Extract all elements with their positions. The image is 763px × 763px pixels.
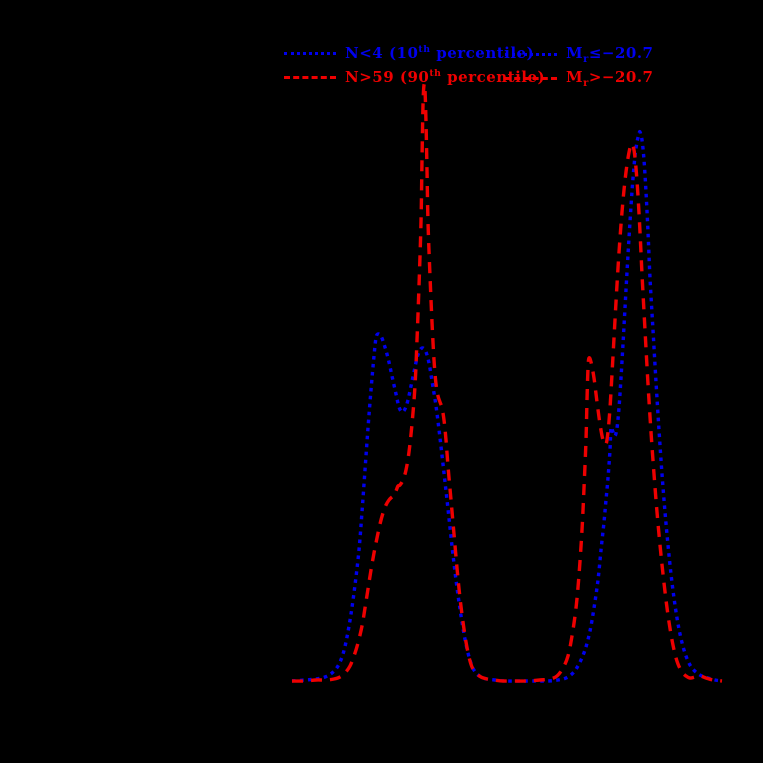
legend-item-red-magnitude[interactable]: Mr>−20.7: [505, 68, 653, 89]
legend-label-red-count: N>59 (90th percentile): [345, 68, 546, 86]
series-group: [291, 82, 723, 683]
legend-label-red-magnitude: Mr>−20.7: [566, 68, 654, 89]
series-line: [291, 129, 723, 683]
legend-item-blue-count[interactable]: N<4 (10th percentile): [284, 44, 534, 62]
legend-label-blue-count: N<4 (10th percentile): [345, 44, 535, 62]
legend-swatch-dotted-blue-2: [505, 53, 557, 56]
legend-item-red-count[interactable]: N>59 (90th percentile): [284, 68, 545, 86]
legend-swatch-dashed-red-2: [505, 77, 557, 80]
legend-swatch-dashed-red: [284, 75, 336, 79]
legend-swatch-dotted-blue: [284, 51, 336, 55]
legend-item-blue-magnitude[interactable]: Mr≤−20.7: [505, 44, 653, 65]
legend-label-blue-magnitude: Mr≤−20.7: [566, 44, 654, 65]
